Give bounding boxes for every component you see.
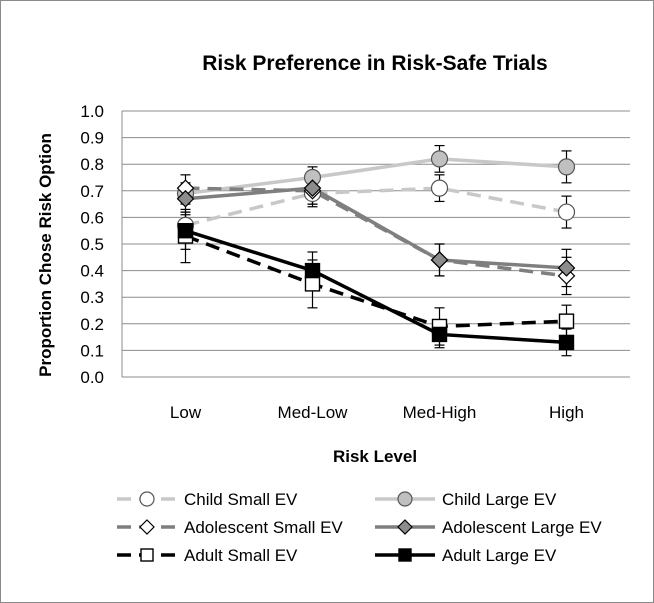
data-point <box>397 519 413 535</box>
data-point <box>430 251 449 269</box>
y-tick-label: 0.6 <box>80 208 104 227</box>
legend-label: Child Small EV <box>184 490 298 509</box>
x-tick-label: Med-Low <box>278 403 349 422</box>
data-point <box>303 179 322 197</box>
gridlines <box>121 110 630 378</box>
series-line <box>185 186 567 270</box>
x-axis-title: Risk Level <box>333 447 417 466</box>
y-tick-label: 0.2 <box>80 315 104 334</box>
data-point <box>557 203 576 221</box>
data-point <box>430 179 449 197</box>
data-point <box>304 262 321 279</box>
legend-label: Adolescent Small EV <box>184 518 343 537</box>
legend-label: Adult Small EV <box>184 546 298 565</box>
data-point <box>398 548 412 562</box>
legend-label: Adolescent Large EV <box>442 518 602 537</box>
x-tick-label: High <box>549 403 584 422</box>
legend-label: Adult Large EV <box>442 546 557 565</box>
data-point <box>431 326 448 343</box>
data-point <box>140 548 154 562</box>
data-point <box>304 276 321 292</box>
y-tick-label: 0.1 <box>80 341 104 360</box>
data-markers <box>176 150 576 351</box>
series-line <box>184 229 567 345</box>
y-tick-label: 0.3 <box>80 288 104 307</box>
x-tick-labels: Low Med-Low Med-High High <box>170 403 584 422</box>
legend: Child Small EV Child Large EV Adolescent S… <box>117 490 602 565</box>
data-point <box>397 491 413 507</box>
y-tick-label: 0.5 <box>80 235 104 254</box>
data-point <box>176 189 195 208</box>
x-tick-label: Low <box>170 403 202 422</box>
y-tick-labels: 0.0 0.1 0.2 0.3 0.4 0.5 0.6 0.7 0.8 0.9 1.0 <box>80 102 104 387</box>
data-point <box>139 491 155 507</box>
data-point <box>177 222 194 239</box>
y-axis-title: Proportion Chose Risk Option <box>36 133 55 377</box>
series-line <box>184 234 567 329</box>
data-point <box>558 313 575 329</box>
series-lines <box>184 157 567 345</box>
legend-label: Child Large EV <box>442 490 557 509</box>
chart-title: Risk Preference in Risk-Safe Trials <box>202 52 548 75</box>
data-point <box>558 334 575 351</box>
y-tick-label: 0.0 <box>80 368 104 387</box>
series-line <box>185 157 567 196</box>
data-point <box>139 519 155 535</box>
y-tick-label: 0.7 <box>80 182 104 201</box>
data-point <box>557 158 576 176</box>
y-tick-label: 0.9 <box>80 129 104 148</box>
y-tick-label: 0.4 <box>80 262 104 281</box>
x-tick-label: Med-High <box>403 403 477 422</box>
data-point <box>430 150 449 168</box>
data-point <box>557 259 576 277</box>
y-tick-label: 1.0 <box>80 102 104 121</box>
y-tick-label: 0.8 <box>80 155 104 174</box>
